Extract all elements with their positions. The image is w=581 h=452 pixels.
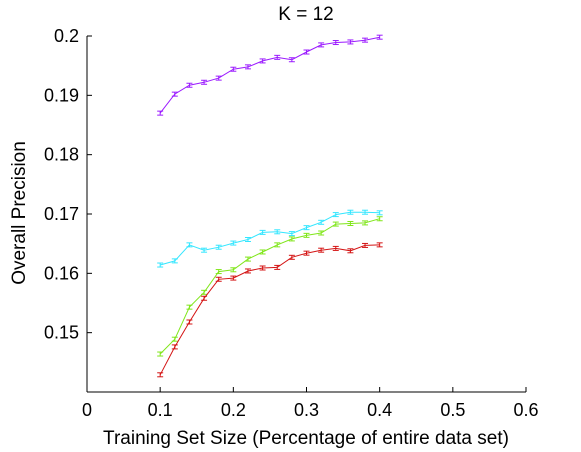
data-point: [230, 240, 237, 246]
data-point: [288, 57, 295, 63]
x-tick-label: 0.5: [440, 400, 465, 420]
data-point: [259, 229, 266, 235]
data-point: [244, 64, 251, 70]
data-point: [347, 220, 354, 226]
data-point: [303, 225, 310, 231]
data-point: [274, 229, 281, 235]
data-point: [201, 247, 208, 253]
data-point: [332, 40, 339, 46]
data-point: [157, 262, 164, 268]
data-point: [303, 49, 310, 55]
x-tick-label: 0.4: [367, 400, 392, 420]
data-point: [362, 209, 369, 215]
data-point: [347, 248, 354, 254]
data-point: [230, 66, 237, 72]
data-point: [171, 91, 178, 97]
data-point: [201, 79, 208, 85]
x-axis-label: Training Set Size (Percentage of entire …: [103, 428, 509, 449]
x-tick-label: 0: [82, 400, 92, 420]
x-ticks: 0 0.1 0.2 0.3 0.4 0.5 0.6: [82, 387, 539, 420]
data-point: [376, 242, 383, 248]
data-point: [215, 269, 222, 275]
data-point: [244, 256, 251, 262]
series-3: [157, 216, 383, 357]
y-ticks: 0.15 0.16 0.17 0.18 0.19 0.2: [44, 26, 92, 343]
y-tick-label: 0.19: [44, 85, 79, 105]
data-point: [157, 110, 164, 116]
series-group: [157, 34, 383, 378]
data-point: [201, 289, 208, 295]
y-tick-label: 0.16: [44, 263, 79, 283]
data-point: [259, 58, 266, 64]
axes: [86, 36, 526, 393]
y-tick-label: 0.15: [44, 323, 79, 343]
y-axis-label: Overall Precision: [9, 141, 30, 285]
data-point: [288, 254, 295, 260]
data-point: [318, 247, 325, 253]
x-tick-label: 0.3: [294, 400, 319, 420]
data-point: [157, 351, 164, 357]
data-point: [376, 34, 383, 40]
data-point: [186, 82, 193, 88]
x-tick-label: 0.1: [148, 400, 173, 420]
data-point: [362, 242, 369, 248]
data-point: [318, 219, 325, 225]
data-point: [303, 250, 310, 256]
x-tick-label: 0.6: [513, 400, 538, 420]
data-point: [171, 258, 178, 264]
data-point: [274, 54, 281, 60]
data-point: [157, 372, 164, 378]
series-line: [159, 218, 380, 355]
data-point: [376, 210, 383, 216]
x-tick-label: 0.2: [221, 400, 246, 420]
series-1: [157, 34, 383, 116]
data-point: [347, 39, 354, 45]
data-point: [215, 244, 222, 250]
data-point: [318, 230, 325, 236]
data-point: [171, 344, 178, 350]
data-point: [318, 42, 325, 48]
data-point: [171, 336, 178, 342]
data-point: [303, 232, 310, 238]
data-point: [332, 245, 339, 251]
data-point: [230, 267, 237, 273]
data-point: [244, 268, 251, 274]
y-tick-label: 0.18: [44, 145, 79, 165]
series-line: [160, 211, 380, 266]
data-point: [186, 242, 193, 248]
data-point: [186, 319, 193, 325]
data-point: [201, 295, 208, 301]
data-point: [376, 216, 383, 222]
data-point: [347, 209, 354, 215]
data-point: [230, 275, 237, 281]
data-point: [274, 264, 281, 270]
series-line: [159, 244, 380, 376]
series-line: [159, 36, 380, 114]
series-4: [157, 242, 383, 378]
data-point: [215, 276, 222, 282]
data-point: [288, 236, 295, 242]
y-tick-label: 0.17: [44, 204, 79, 224]
data-point: [186, 304, 193, 310]
data-point: [288, 231, 295, 237]
chart-title: K = 12: [278, 4, 333, 25]
data-point: [259, 249, 266, 255]
y-tick-label: 0.2: [54, 26, 79, 46]
data-point: [362, 220, 369, 226]
data-point: [215, 75, 222, 81]
series-2: [157, 209, 383, 268]
data-point: [332, 221, 339, 227]
data-point: [244, 237, 251, 243]
data-point: [332, 212, 339, 218]
data-point: [259, 265, 266, 271]
data-point: [362, 37, 369, 43]
data-point: [274, 242, 281, 248]
